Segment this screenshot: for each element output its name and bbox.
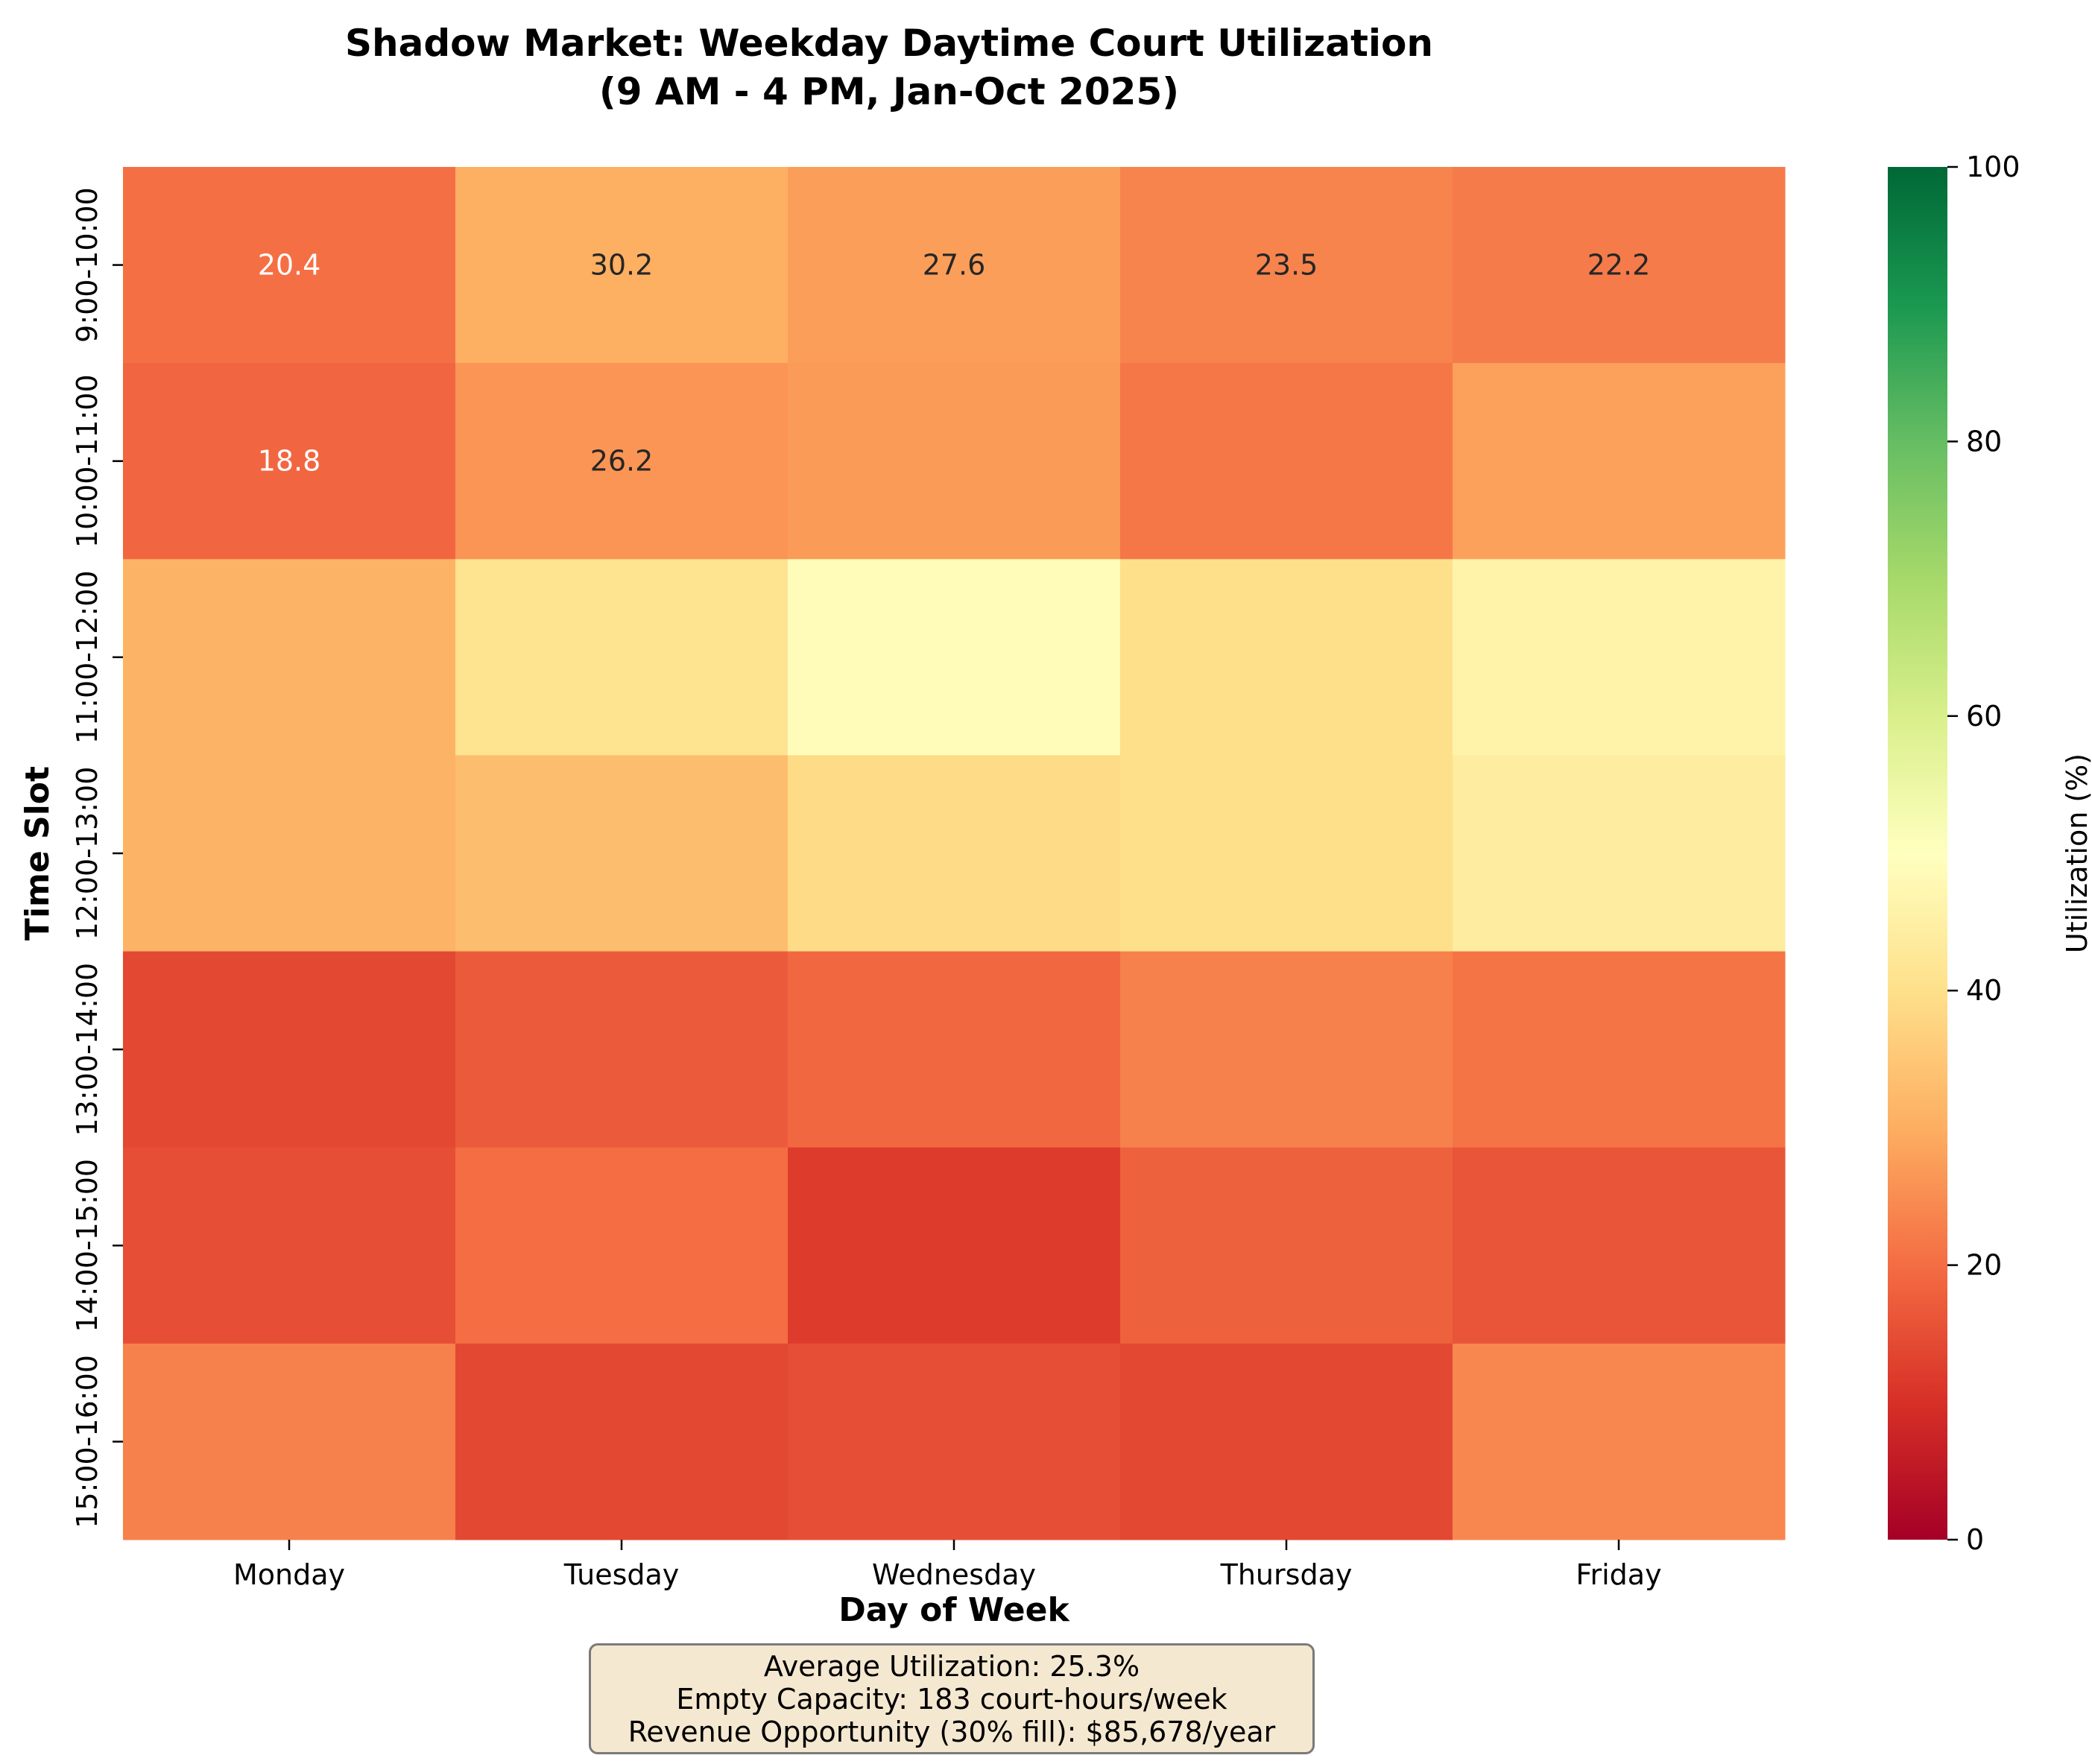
chart-title-line-1: Shadow Market: Weekday Daytime Court Uti… <box>345 22 1433 65</box>
heatmap-cells <box>123 167 1786 1540</box>
colorbar-tick-label: 100 <box>1966 151 2020 183</box>
colorbar-tick-label: 20 <box>1966 1249 2002 1282</box>
chart-title-line-2: (9 AM - 4 PM, Jan-Oct 2025) <box>599 70 1179 113</box>
summary-box: Average Utilization: 25.3% Empty Capacit… <box>589 1643 1315 1754</box>
cell-value-label: 18.8 <box>258 445 321 478</box>
heatmap-cell <box>123 951 456 1148</box>
colorbar-tick-label: 40 <box>1966 974 2002 1007</box>
heatmap-cell <box>1120 363 1453 560</box>
heatmap-cell <box>1120 1343 1453 1540</box>
heatmap-cell <box>1453 1147 1786 1344</box>
cell-value-label: 30.2 <box>590 249 654 282</box>
colorbar-tick-label: 60 <box>1966 700 2002 733</box>
summary-average-utilization: Average Utilization: 25.3% <box>763 1650 1140 1683</box>
heatmap-cell <box>123 755 456 952</box>
heatmap-cell <box>1453 951 1786 1148</box>
heatmap-cell <box>1453 1343 1786 1540</box>
heatmap-cell <box>123 559 456 756</box>
heatmap-cell <box>1453 559 1786 756</box>
cell-value-label: 26.2 <box>590 445 654 478</box>
summary-revenue-opportunity: Revenue Opportunity (30% fill): $85,678/… <box>628 1716 1276 1748</box>
heatmap-cell <box>123 167 456 364</box>
cell-value-label: 27.6 <box>923 249 986 282</box>
heatmap-cell <box>788 1343 1121 1540</box>
heatmap-cell-labels: 20.4 30.2 27.6 23.5 22.2 18.8 26.2 <box>258 249 1651 478</box>
heatmap-cell <box>455 951 789 1148</box>
heatmap-cell <box>123 363 456 560</box>
y-tick-label: 14:00-15:00 <box>71 1159 104 1333</box>
heatmap-cell <box>1453 363 1786 560</box>
y-tick-label: 13:00-14:00 <box>71 963 104 1137</box>
colorbar-tick-label: 80 <box>1966 425 2002 458</box>
heatmap-cell <box>455 363 789 560</box>
y-axis-label: Time Slot <box>19 766 57 941</box>
y-tick-label: 12:00-13:00 <box>71 767 104 941</box>
cell-value-label: 23.5 <box>1255 249 1318 282</box>
y-axis-ticks: 9:00-10:00 10:00-11:00 11:00-12:00 12:00-13… <box>71 187 123 1529</box>
heatmap-cell <box>123 1343 456 1540</box>
heatmap-cell <box>1453 755 1786 952</box>
heatmap-cell <box>788 167 1121 364</box>
heatmap-cell <box>788 951 1121 1148</box>
colorbar-ticks: 0 20 40 60 80 100 <box>1947 151 2020 1556</box>
heatmap-cell <box>455 167 789 364</box>
x-tick-label: Thursday <box>1220 1558 1353 1591</box>
y-tick-label: 11:00-12:00 <box>71 570 104 744</box>
colorbar-tick-label: 0 <box>1966 1523 1984 1556</box>
heatmap-cell <box>788 755 1121 952</box>
x-tick-label: Wednesday <box>872 1558 1036 1591</box>
heatmap-cell <box>455 1343 789 1540</box>
heatmap-cell <box>1453 167 1786 364</box>
y-tick-label: 15:00-16:00 <box>71 1355 104 1529</box>
heatmap-cell <box>455 559 789 756</box>
heatmap-cell <box>788 363 1121 560</box>
colorbar-label: Utilization (%) <box>2061 753 2092 953</box>
heatmap-cell <box>1120 167 1453 364</box>
x-axis-label: Day of Week <box>838 1591 1070 1629</box>
x-axis-ticks: Monday Tuesday Wednesday Thursday Friday <box>233 1540 1662 1591</box>
heatmap-cell <box>1120 755 1453 952</box>
heatmap-cell <box>1120 1147 1453 1344</box>
heatmap-cell <box>1120 951 1453 1148</box>
y-tick-label: 9:00-10:00 <box>71 187 104 343</box>
colorbar <box>1888 167 1947 1540</box>
heatmap-cell <box>1120 559 1453 756</box>
x-tick-label: Tuesday <box>563 1558 680 1591</box>
summary-empty-capacity: Empty Capacity: 183 court-hours/week <box>676 1683 1227 1716</box>
heatmap-cell <box>788 1147 1121 1344</box>
heatmap-cell <box>455 755 789 952</box>
y-tick-label: 10:00-11:00 <box>71 374 104 548</box>
heatmap-cell <box>788 559 1121 756</box>
x-tick-label: Friday <box>1576 1558 1661 1591</box>
heatmap-cell <box>455 1147 789 1344</box>
cell-value-label: 22.2 <box>1587 249 1651 282</box>
x-tick-label: Monday <box>233 1558 345 1591</box>
cell-value-label: 20.4 <box>258 249 321 282</box>
heatmap-cell <box>123 1147 456 1344</box>
